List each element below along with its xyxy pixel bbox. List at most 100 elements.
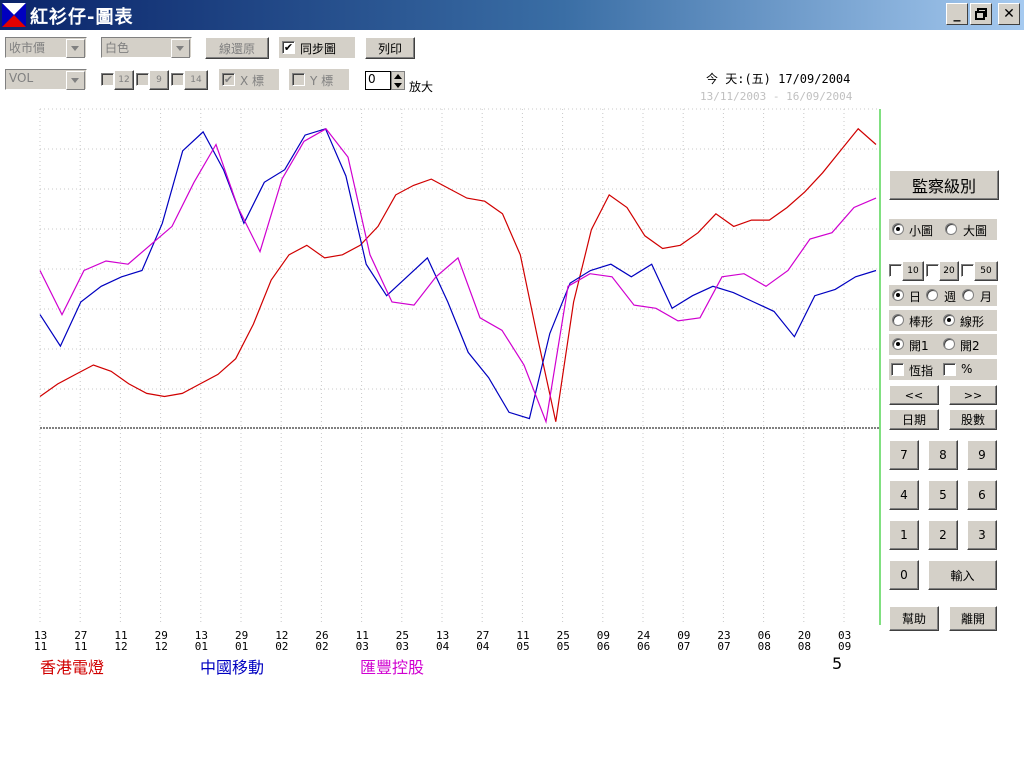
date-button[interactable]: 日期	[889, 409, 939, 430]
x-tick-label: 24 06	[637, 629, 651, 653]
period20-button[interactable]: 20	[939, 261, 959, 281]
shares-button[interactable]: 股數	[949, 409, 997, 430]
reset-line-button[interactable]: 線還原	[205, 37, 269, 59]
sync-chart-label: 同步圖	[300, 42, 337, 56]
x-tick-label: 11 05	[516, 629, 530, 653]
x-axis-label: X 標	[240, 74, 265, 88]
key-4-button[interactable]: 4	[889, 480, 919, 510]
background-color-value: 白色	[105, 41, 130, 55]
x-tick-label: 25 05	[556, 629, 570, 653]
monitor-level-button[interactable]: 監察級別	[889, 170, 999, 200]
key-8-button[interactable]: 8	[928, 440, 958, 470]
x-tick-label: 23 07	[717, 629, 731, 653]
x-tick-label: 20 08	[797, 629, 812, 653]
ma3-checkbox[interactable]	[171, 73, 184, 86]
spinner-arrows-icon	[394, 74, 402, 88]
y-axis-group[interactable]: Y 標	[289, 69, 349, 90]
month-radio[interactable]	[962, 289, 974, 301]
maximize-button[interactable]	[970, 3, 992, 25]
x-axis-group[interactable]: ✔ X 標	[219, 69, 279, 90]
key-6-button[interactable]: 6	[967, 480, 997, 510]
y-axis-checkbox[interactable]	[292, 73, 305, 86]
period50-checkbox[interactable]	[961, 264, 974, 277]
ma1-value[interactable]: 12	[114, 70, 134, 90]
previous-button[interactable]: <<	[889, 385, 939, 405]
period20-checkbox[interactable]	[926, 264, 939, 277]
help-button[interactable]: 幫助	[889, 606, 939, 631]
window-title: 紅衫仔-圖表	[30, 7, 134, 28]
open1-radio[interactable]	[892, 338, 904, 350]
day-radio[interactable]	[892, 289, 904, 301]
x-tick-label: 13 11	[34, 629, 48, 653]
period50-button[interactable]: 50	[974, 261, 998, 281]
month-label: 月	[980, 290, 993, 304]
today-date: 今 天:(五) 17/09/2004	[706, 72, 851, 86]
x-tick-label: 11 12	[114, 629, 128, 653]
bar-type-radio[interactable]	[892, 314, 904, 326]
hsi-checkbox[interactable]	[891, 363, 904, 376]
chart-type-group[interactable]: 棒形 線形	[889, 310, 997, 331]
print-button[interactable]: 列印	[365, 37, 415, 59]
zoom-input[interactable]: 0	[365, 71, 391, 90]
period-type-group[interactable]: 日 週 月	[889, 285, 997, 306]
app-logo-icon	[2, 3, 26, 27]
week-label: 週	[944, 290, 957, 304]
chevron-down-icon	[66, 71, 85, 90]
ma2-value[interactable]: 9	[149, 70, 169, 90]
week-radio[interactable]	[926, 289, 938, 301]
key-1-button[interactable]: 1	[889, 520, 919, 550]
page-number: 5	[832, 654, 843, 673]
x-tick-label: 26 02	[315, 629, 329, 653]
chart-size-group[interactable]: 小圖 大圖	[889, 219, 997, 240]
key-3-button[interactable]: 3	[967, 520, 997, 550]
period10-button[interactable]: 10	[902, 261, 924, 281]
ma2-checkbox[interactable]	[136, 73, 149, 86]
ma3-value[interactable]: 14	[184, 70, 208, 90]
zoom-spinner[interactable]	[391, 71, 405, 90]
x-tick-label: 09 07	[677, 629, 691, 653]
indicator-select[interactable]: VOL	[5, 69, 87, 90]
sync-chart-group[interactable]: ✔ 同步圖	[279, 37, 355, 58]
chart-grid	[39, 108, 880, 625]
day-label: 日	[909, 290, 922, 304]
minimize-button[interactable]: _	[946, 3, 968, 25]
x-tick-label: 29 12	[154, 629, 168, 653]
key-5-button[interactable]: 5	[928, 480, 958, 510]
x-tick-label: 03 09	[838, 629, 852, 653]
x-axis-checkbox[interactable]: ✔	[222, 73, 235, 86]
open2-radio[interactable]	[943, 338, 955, 350]
chart-date-range: 13/11/2003 - 16/09/2004	[700, 90, 853, 103]
hsi-label: 恆指	[909, 364, 934, 378]
x-tick-label: 06 08	[757, 629, 771, 653]
period10-checkbox[interactable]	[889, 264, 902, 277]
key-9-button[interactable]: 9	[967, 440, 997, 470]
open-type-group[interactable]: 開1 開2	[889, 334, 997, 355]
background-color-select[interactable]: 白色	[101, 37, 192, 58]
x-tick-label: 12 02	[275, 629, 289, 653]
ma1-checkbox[interactable]	[101, 73, 114, 86]
price-type-select[interactable]: 收市價	[5, 37, 87, 58]
title-bar: 紅衫仔-圖表 _ ✕	[0, 0, 1024, 30]
series-line-1	[39, 127, 877, 422]
small-chart-radio[interactable]	[892, 223, 904, 235]
big-chart-radio[interactable]	[945, 223, 957, 235]
price-chart[interactable]	[0, 105, 884, 635]
percent-checkbox[interactable]	[943, 363, 956, 376]
sync-chart-checkbox[interactable]: ✔	[282, 41, 295, 54]
x-tick-label: 27 11	[74, 629, 88, 653]
exit-button[interactable]: 離開	[949, 606, 997, 631]
close-button[interactable]: ✕	[998, 3, 1020, 25]
key-0-button[interactable]: 0	[889, 560, 919, 590]
key-2-button[interactable]: 2	[928, 520, 958, 550]
next-button[interactable]: >>	[949, 385, 997, 405]
enter-button[interactable]: 輸入	[928, 560, 997, 590]
indicator-value: VOL	[9, 71, 34, 85]
zoom-label: 放大	[409, 80, 434, 94]
x-tick-label: 11 03	[355, 629, 369, 653]
index-options-group[interactable]: 恆指 %	[889, 359, 997, 380]
chevron-down-icon	[171, 39, 190, 58]
small-chart-label: 小圖	[909, 224, 934, 238]
big-chart-label: 大圖	[963, 224, 988, 238]
key-7-button[interactable]: 7	[889, 440, 919, 470]
line-type-radio[interactable]	[943, 314, 955, 326]
